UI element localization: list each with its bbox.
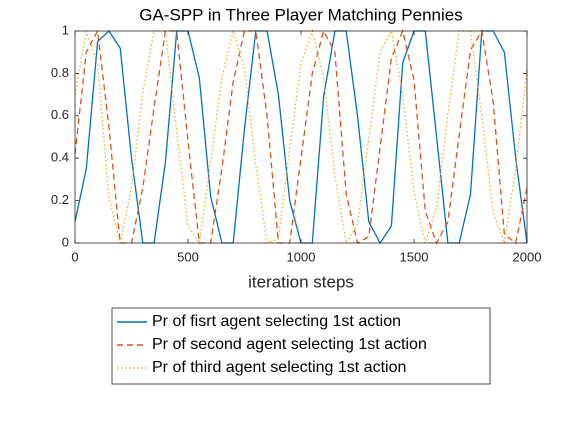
y-tick-label: 1	[62, 22, 69, 37]
chart-title: GA-SPP in Three Player Matching Pennies	[139, 5, 462, 24]
line-series	[74, 28, 528, 245]
x-tick-label: 2000	[513, 249, 542, 264]
y-tick-label: 0.2	[51, 192, 69, 207]
y-tick-label: 0.6	[51, 107, 69, 122]
y-tick-label: 0.4	[51, 150, 69, 165]
x-tick-label: 500	[177, 249, 199, 264]
y-tick-label: 0.8	[51, 65, 69, 80]
x-tick-label: 1500	[400, 249, 429, 264]
x-axis-label: iteration steps	[248, 272, 354, 291]
legend-label: Pr of third agent selecting 1st action	[152, 359, 406, 376]
legend-box	[111, 307, 491, 385]
x-tick-label: 0	[71, 249, 78, 264]
legend-label: Pr of fisrt agent selecting 1st action	[152, 313, 401, 330]
plot-area	[74, 28, 528, 246]
y-tick-label: 0	[62, 234, 69, 249]
x-tick-label: 1000	[287, 249, 316, 264]
line-series	[74, 28, 528, 246]
legend-label: Pr of second agent selecting 1st action	[152, 336, 427, 353]
